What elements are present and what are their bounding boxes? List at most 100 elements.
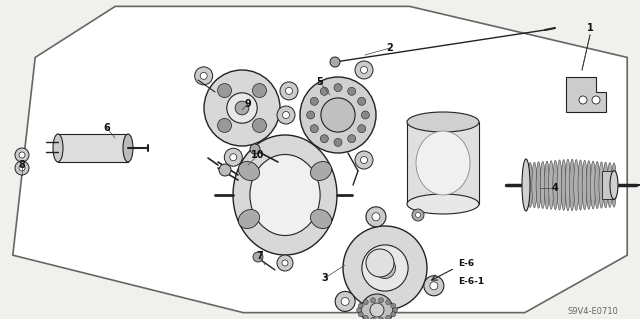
- Circle shape: [371, 298, 376, 303]
- Ellipse shape: [545, 161, 550, 209]
- Circle shape: [362, 245, 408, 291]
- Circle shape: [224, 148, 243, 166]
- Ellipse shape: [528, 162, 532, 207]
- Circle shape: [282, 260, 288, 266]
- Circle shape: [415, 212, 420, 218]
- Ellipse shape: [582, 160, 587, 210]
- Circle shape: [252, 84, 266, 98]
- Ellipse shape: [239, 161, 259, 181]
- Circle shape: [200, 72, 207, 79]
- Circle shape: [355, 151, 373, 169]
- Text: 5: 5: [317, 77, 323, 87]
- Circle shape: [358, 125, 365, 133]
- Ellipse shape: [536, 162, 541, 208]
- Circle shape: [250, 144, 260, 154]
- Circle shape: [227, 93, 257, 123]
- Polygon shape: [13, 6, 627, 313]
- Ellipse shape: [570, 159, 575, 211]
- Circle shape: [579, 96, 587, 104]
- Ellipse shape: [561, 160, 566, 211]
- Circle shape: [360, 157, 367, 164]
- Circle shape: [321, 87, 328, 95]
- Circle shape: [348, 87, 356, 95]
- Circle shape: [321, 98, 355, 132]
- Ellipse shape: [233, 135, 337, 255]
- Text: 2: 2: [387, 43, 394, 53]
- Ellipse shape: [310, 210, 332, 228]
- Circle shape: [277, 255, 293, 271]
- Text: 10: 10: [252, 150, 265, 160]
- Circle shape: [355, 61, 373, 79]
- Circle shape: [204, 70, 280, 146]
- Text: 9: 9: [244, 99, 252, 109]
- Circle shape: [330, 57, 340, 67]
- Text: S9V4-E0710: S9V4-E0710: [568, 307, 619, 316]
- Ellipse shape: [607, 162, 612, 207]
- Text: 4: 4: [552, 183, 558, 193]
- Bar: [602, 171, 614, 199]
- Circle shape: [334, 138, 342, 146]
- Circle shape: [341, 297, 349, 305]
- Polygon shape: [566, 77, 606, 112]
- Circle shape: [310, 125, 318, 133]
- Ellipse shape: [310, 161, 332, 181]
- Circle shape: [218, 84, 232, 98]
- Bar: [407, 122, 479, 204]
- Circle shape: [358, 97, 365, 105]
- Circle shape: [378, 317, 383, 319]
- Circle shape: [310, 97, 318, 105]
- Ellipse shape: [416, 131, 470, 195]
- Circle shape: [366, 249, 394, 277]
- Circle shape: [277, 106, 295, 124]
- Circle shape: [235, 101, 249, 115]
- Bar: [58, 134, 128, 162]
- Circle shape: [372, 213, 380, 221]
- Circle shape: [252, 118, 266, 132]
- Ellipse shape: [524, 163, 529, 207]
- Text: 7: 7: [257, 251, 264, 261]
- Circle shape: [280, 82, 298, 100]
- Ellipse shape: [540, 161, 545, 209]
- Circle shape: [230, 154, 237, 161]
- Circle shape: [392, 308, 397, 313]
- Ellipse shape: [595, 161, 600, 209]
- Circle shape: [358, 303, 364, 308]
- Circle shape: [356, 308, 362, 313]
- Text: 3: 3: [322, 273, 328, 283]
- Ellipse shape: [407, 194, 479, 214]
- Circle shape: [371, 317, 376, 319]
- Circle shape: [360, 66, 367, 73]
- Circle shape: [285, 87, 292, 94]
- Circle shape: [321, 135, 328, 143]
- Circle shape: [386, 300, 391, 305]
- Circle shape: [19, 152, 25, 158]
- Circle shape: [348, 135, 356, 143]
- Circle shape: [390, 303, 396, 308]
- Circle shape: [19, 165, 25, 171]
- Circle shape: [592, 96, 600, 104]
- Ellipse shape: [522, 159, 530, 211]
- Circle shape: [361, 294, 393, 319]
- Ellipse shape: [611, 163, 616, 207]
- Circle shape: [15, 161, 29, 175]
- Text: E-6: E-6: [458, 258, 474, 268]
- Circle shape: [307, 111, 315, 119]
- Text: 8: 8: [19, 160, 26, 170]
- Ellipse shape: [250, 154, 320, 235]
- Ellipse shape: [574, 160, 579, 211]
- Circle shape: [195, 67, 212, 85]
- Circle shape: [390, 312, 396, 317]
- Ellipse shape: [553, 160, 558, 210]
- Circle shape: [386, 315, 391, 319]
- Circle shape: [370, 303, 384, 317]
- Circle shape: [335, 292, 355, 311]
- Ellipse shape: [53, 134, 63, 162]
- Circle shape: [424, 276, 444, 296]
- Circle shape: [15, 148, 29, 162]
- Ellipse shape: [557, 160, 562, 210]
- Ellipse shape: [532, 162, 537, 208]
- Circle shape: [219, 164, 231, 176]
- Text: E-6-1: E-6-1: [458, 277, 484, 286]
- Circle shape: [253, 252, 263, 262]
- Ellipse shape: [610, 171, 618, 199]
